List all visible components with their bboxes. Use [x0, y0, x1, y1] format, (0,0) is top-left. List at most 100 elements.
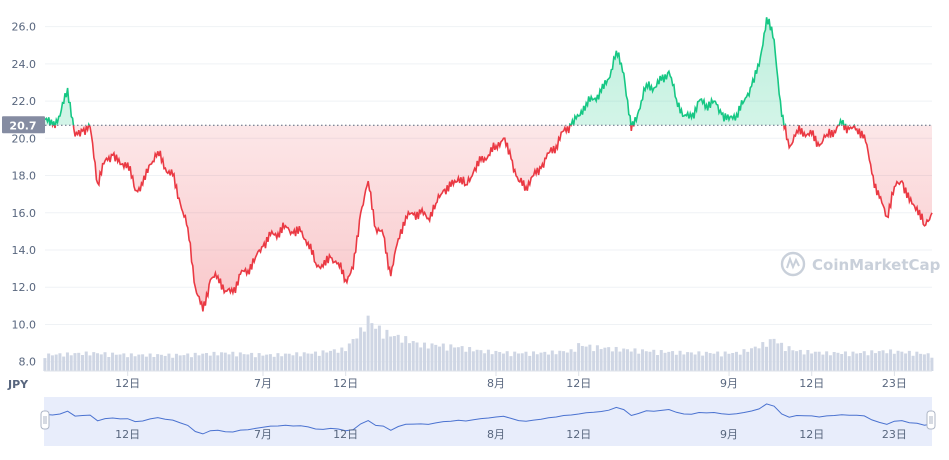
navigator-tick-label: 12日	[799, 428, 824, 441]
volume-bar	[148, 353, 152, 371]
volume-bar	[317, 355, 321, 371]
volume-bar	[77, 352, 81, 371]
volume-bar	[374, 328, 378, 371]
volume-bar	[377, 325, 381, 371]
volume-bar	[595, 345, 599, 371]
volume-bar	[306, 353, 310, 371]
volume-bar	[795, 351, 799, 371]
volume-bar	[159, 354, 163, 371]
volume-bar	[746, 351, 750, 371]
volume-bar	[813, 351, 817, 371]
volume-bar	[787, 346, 791, 371]
volume-bar	[468, 347, 472, 371]
volume-bar	[174, 353, 178, 371]
navigator-left-handle[interactable]	[40, 410, 50, 430]
volume-bar	[686, 352, 690, 371]
volume-bar	[851, 351, 855, 371]
y-tick-label: 26.0	[12, 21, 37, 34]
volume-bar	[708, 353, 712, 371]
volume-bar	[637, 353, 641, 371]
volume-bar	[915, 351, 919, 371]
volume-bar	[96, 353, 100, 371]
navigator-tick-label: 12日	[566, 428, 591, 441]
volume-bar	[152, 356, 156, 371]
volume-bar	[122, 353, 126, 371]
volume-bar	[486, 349, 490, 371]
volume-bar	[362, 331, 366, 371]
volume-bar	[227, 354, 231, 371]
volume-bars	[43, 315, 934, 371]
volume-bar	[723, 351, 727, 371]
x-tick-label: 23日	[882, 377, 907, 390]
volume-bar	[855, 353, 859, 371]
volume-bar	[765, 346, 769, 371]
y-tick-label: 14.0	[12, 244, 37, 257]
volume-bar	[411, 341, 415, 371]
volume-bar	[836, 352, 840, 371]
volume-bar	[847, 356, 851, 371]
volume-bar	[50, 355, 54, 371]
volume-bar	[569, 349, 573, 371]
volume-bar	[265, 354, 269, 371]
volume-bar	[111, 352, 115, 371]
volume-bar	[314, 351, 318, 371]
volume-bar	[783, 351, 787, 371]
volume-bar	[840, 354, 844, 371]
volume-bar	[441, 343, 445, 371]
volume-bar	[494, 350, 498, 371]
y-tick-label: 12.0	[12, 281, 37, 294]
x-tick-label: 7月	[254, 377, 272, 390]
y-tick-label: 20.0	[12, 132, 37, 145]
volume-bar	[208, 355, 212, 371]
volume-bar	[584, 346, 588, 371]
navigator-tick-label: 12日	[333, 428, 358, 441]
price-area-above-baseline	[45, 17, 846, 126]
volume-bar	[287, 353, 291, 371]
volume-bar	[464, 351, 468, 371]
volume-bar	[742, 349, 746, 371]
volume-bar	[216, 355, 220, 371]
volume-bar	[772, 338, 776, 371]
volume-bar	[843, 351, 847, 371]
volume-bar	[242, 354, 246, 371]
volume-bar	[171, 357, 175, 371]
volume-bar	[498, 352, 502, 371]
volume-bar	[340, 347, 344, 371]
volume-bar	[103, 352, 107, 371]
volume-bar	[321, 350, 325, 371]
volume-bar	[505, 351, 509, 371]
volume-bar	[430, 343, 434, 371]
volume-bar	[69, 355, 73, 371]
volume-bar	[302, 352, 306, 371]
y-tick-label: 8.0	[19, 356, 37, 369]
y-tick-label: 16.0	[12, 207, 37, 220]
volume-bar	[400, 342, 404, 371]
volume-bar	[73, 353, 77, 371]
volume-bar	[757, 348, 761, 371]
navigator-tick-label: 12日	[115, 428, 140, 441]
range-navigator[interactable]: 12日 7月 12日 8月 12日 9月 12日 23日	[40, 397, 936, 446]
volume-bar	[562, 351, 566, 371]
volume-bar	[129, 353, 133, 371]
volume-bar	[280, 356, 284, 371]
volume-bar	[404, 336, 408, 371]
volume-bar	[189, 357, 193, 371]
volume-bar	[825, 351, 829, 371]
volume-bar	[220, 352, 224, 371]
price-line-down	[49, 125, 933, 312]
volume-bar	[889, 349, 893, 371]
volume-bar	[310, 353, 314, 371]
volume-bar	[238, 352, 242, 371]
volume-bar	[283, 353, 287, 371]
volume-bar	[501, 353, 505, 371]
volume-bar	[490, 354, 494, 371]
volume-bar	[144, 356, 148, 371]
volume-bar	[99, 354, 103, 371]
volume-bar	[697, 351, 701, 371]
navigator-right-handle[interactable]	[926, 410, 936, 430]
volume-bar	[892, 353, 896, 371]
volume-bar	[588, 344, 592, 371]
volume-bar	[704, 351, 708, 371]
navigator-tick-label: 9月	[720, 428, 738, 441]
volume-bar	[520, 353, 524, 371]
